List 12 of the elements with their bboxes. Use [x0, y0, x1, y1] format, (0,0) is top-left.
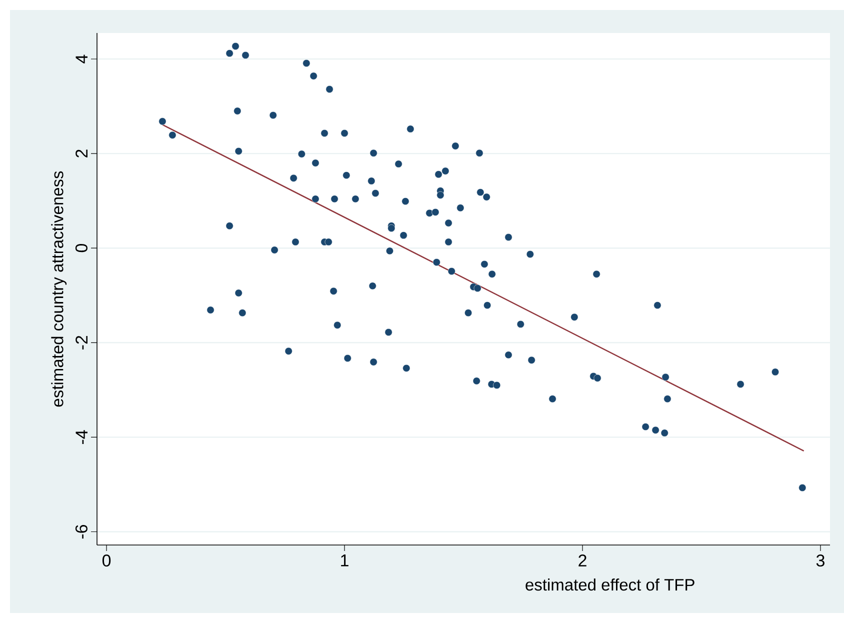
- y-tick-label: 2: [76, 150, 88, 158]
- x-tick-label: 2: [578, 554, 586, 566]
- x-tick-label: 1: [341, 554, 348, 566]
- x-axis-title: estimated effect of TFP: [526, 578, 694, 591]
- y-tick-label: 4: [76, 54, 88, 64]
- x-tick-label: 0: [102, 554, 111, 567]
- y-tick-label: -6: [75, 524, 88, 539]
- y-tick-label: 0: [75, 244, 88, 252]
- x-tick-label: 3: [816, 554, 824, 567]
- y-tick-label: -4: [76, 430, 88, 444]
- y-axis-title: estimated country attractiveness: [51, 171, 67, 407]
- y-tick-label: -2: [76, 336, 88, 350]
